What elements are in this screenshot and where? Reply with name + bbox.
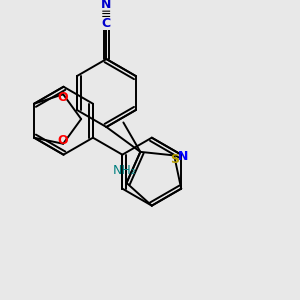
Text: N: N [101, 0, 112, 11]
Text: O: O [58, 134, 68, 147]
Text: N: N [178, 150, 188, 163]
Text: O: O [58, 92, 68, 104]
Text: C: C [102, 16, 111, 29]
Text: NH₂: NH₂ [113, 164, 136, 177]
Text: ≡: ≡ [101, 8, 112, 21]
Text: S: S [169, 153, 178, 167]
